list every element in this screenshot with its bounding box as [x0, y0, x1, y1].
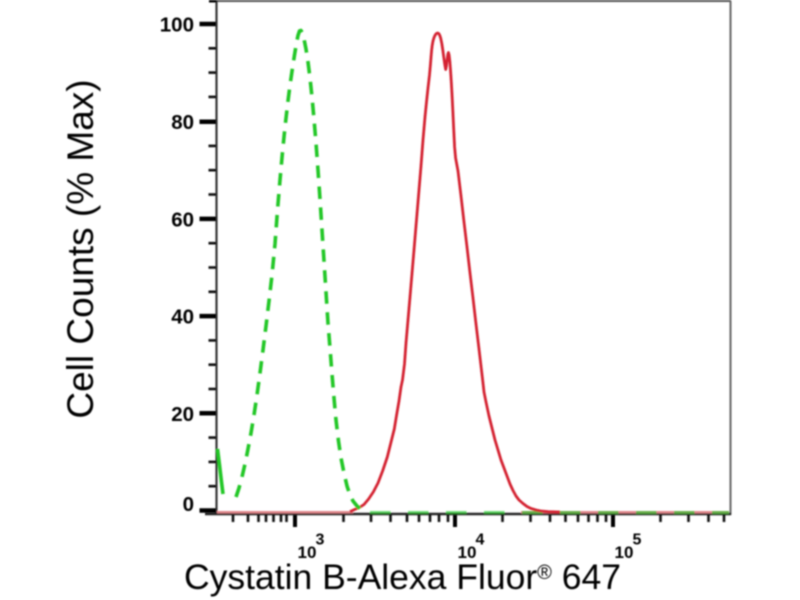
svg-text:10: 10	[458, 543, 477, 562]
svg-text:3: 3	[316, 532, 325, 549]
svg-text:4: 4	[476, 532, 485, 549]
svg-text:60: 60	[171, 208, 194, 231]
svg-text:10: 10	[615, 543, 634, 562]
svg-text:20: 20	[171, 403, 194, 426]
svg-text:0: 0	[183, 493, 194, 516]
svg-text:10: 10	[298, 543, 317, 562]
svg-text:40: 40	[171, 306, 194, 329]
svg-text:Cell Counts (% Max): Cell Counts (% Max)	[60, 79, 101, 418]
svg-text:100: 100	[160, 14, 194, 37]
svg-text:80: 80	[171, 111, 194, 134]
svg-text:Cystatin B-Alexa Fluor® 647: Cystatin B-Alexa Fluor® 647	[184, 557, 621, 597]
svg-text:5: 5	[633, 532, 642, 549]
